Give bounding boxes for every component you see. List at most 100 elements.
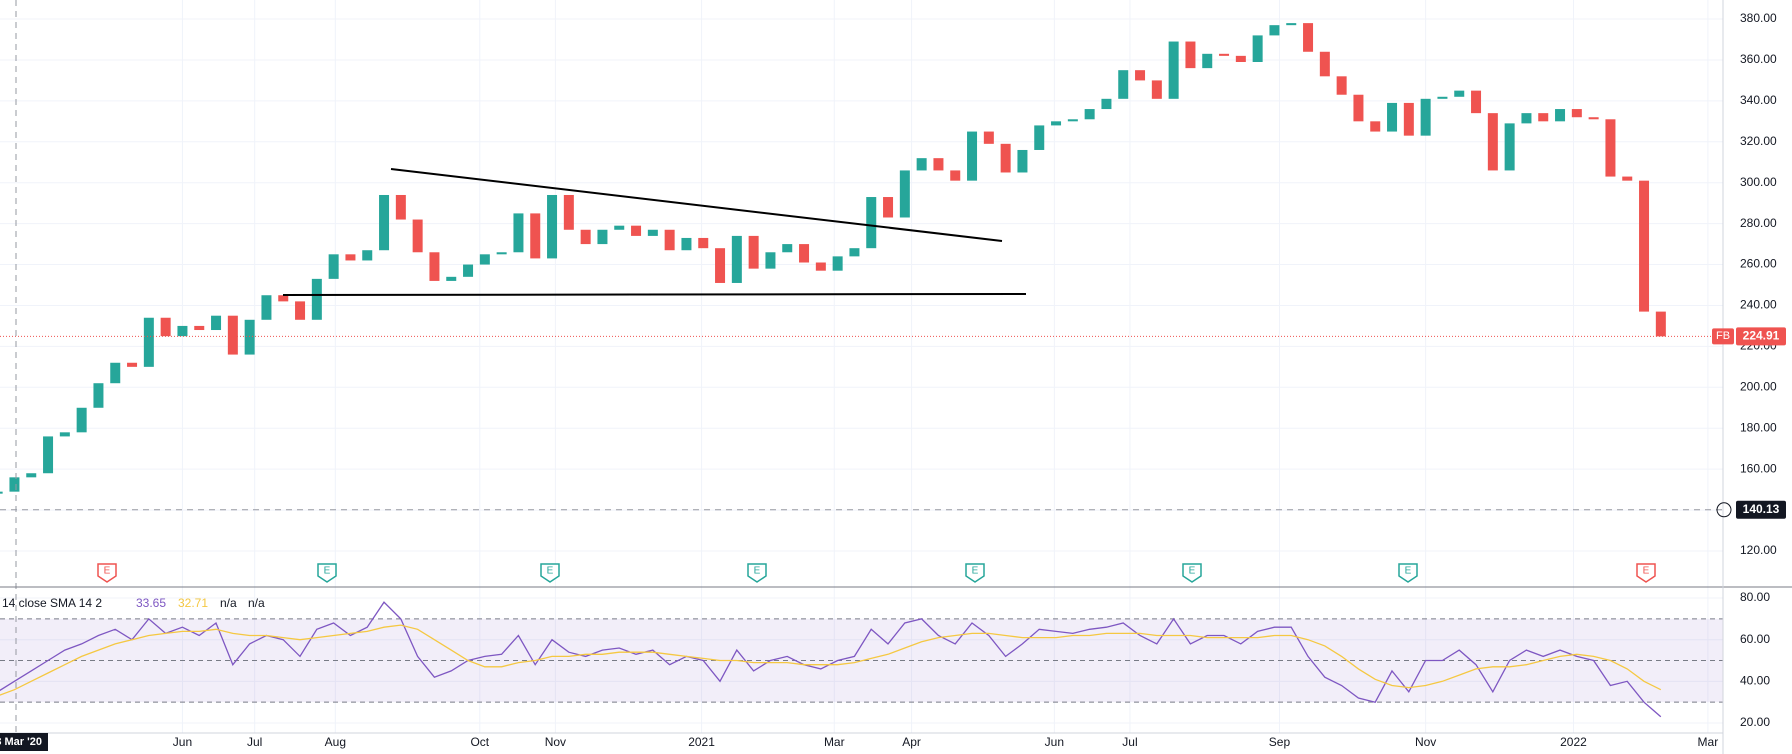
candle	[127, 362, 138, 367]
candle	[328, 254, 339, 279]
candle	[1303, 23, 1314, 52]
candle	[748, 235, 759, 269]
candle	[177, 325, 188, 337]
y-tick-label: 200.00	[1740, 379, 1777, 393]
candle	[1084, 109, 1095, 120]
y-tick-label: 360.00	[1740, 52, 1777, 66]
candle	[631, 225, 642, 236]
y-tick-label: 280.00	[1740, 216, 1777, 230]
candle	[446, 276, 457, 281]
candle	[1555, 109, 1566, 122]
y-tick-label: 180.00	[1740, 420, 1777, 434]
candle	[1487, 113, 1498, 171]
x-tick-label: Sep	[1269, 735, 1291, 749]
trendline	[390, 168, 1003, 242]
candle	[278, 295, 289, 302]
y-tick-label: 260.00	[1740, 257, 1777, 271]
x-tick-label: Nov	[1415, 735, 1436, 749]
candle	[1353, 94, 1364, 122]
earnings-label: E	[1643, 566, 1650, 577]
candle	[1067, 119, 1078, 122]
x-tick-label: 2022	[1560, 735, 1587, 749]
candle	[1269, 25, 1280, 36]
candle	[0, 491, 3, 494]
y-tick-label: 120.00	[1740, 543, 1777, 557]
candle	[311, 278, 322, 320]
x-tick-label: Nov	[545, 735, 566, 749]
y-tick-label: 340.00	[1740, 93, 1777, 107]
earnings-marker	[540, 563, 560, 583]
candle	[580, 229, 591, 245]
candle	[1639, 180, 1650, 312]
candle	[866, 197, 877, 249]
earnings-label: E	[547, 566, 554, 577]
candle	[664, 229, 675, 251]
candle	[1101, 98, 1112, 110]
candle	[1219, 53, 1230, 56]
candle	[395, 194, 406, 220]
candle	[832, 256, 843, 271]
candle	[59, 432, 70, 437]
candle	[1538, 113, 1549, 122]
legend-value: 32.71	[178, 596, 208, 610]
indicator-title: 14 close SMA 14 2	[2, 596, 102, 610]
candle	[1252, 35, 1263, 62]
candle	[244, 319, 255, 355]
y-tick-label: 300.00	[1740, 175, 1777, 189]
candle	[143, 317, 154, 367]
candle	[227, 315, 238, 355]
candle	[479, 254, 490, 265]
legend-value: n/a	[220, 596, 237, 610]
x-tick-label: Apr	[902, 735, 921, 749]
candle	[1454, 90, 1465, 97]
candle	[681, 237, 692, 251]
legend-value: n/a	[248, 596, 265, 610]
candle	[1000, 143, 1011, 173]
earnings-marker	[1636, 563, 1656, 583]
candle	[1336, 76, 1347, 95]
candle	[883, 197, 894, 218]
x-tick-label: Jun	[173, 735, 192, 749]
candle	[496, 252, 507, 255]
candle	[160, 317, 171, 337]
earnings-label: E	[1405, 566, 1412, 577]
y-tick-label: 320.00	[1740, 134, 1777, 148]
candle	[1118, 70, 1129, 99]
x-tick-label: Aug	[325, 735, 346, 749]
candle	[194, 325, 205, 331]
crosshair-date: 3 Mar '20	[0, 736, 42, 748]
candle	[530, 213, 541, 259]
x-tick-label: 2021	[688, 735, 715, 749]
candle	[1655, 311, 1666, 337]
add-button	[1716, 502, 1732, 518]
candle	[849, 248, 860, 257]
candle	[1185, 41, 1196, 69]
candle	[43, 436, 54, 474]
x-tick-label: Jul	[247, 735, 262, 749]
candle	[379, 194, 390, 251]
candle	[731, 235, 742, 283]
candle	[1571, 109, 1582, 118]
earnings-label: E	[754, 566, 761, 577]
candle	[765, 252, 776, 269]
candle	[950, 170, 961, 181]
candle	[110, 362, 121, 384]
candle	[1235, 55, 1246, 62]
candle	[1622, 176, 1633, 181]
candle	[782, 244, 793, 253]
earnings-marker	[1182, 563, 1202, 583]
candle	[647, 229, 658, 236]
crosshair-badge	[1736, 500, 1786, 519]
x-tick-label: Mar	[1698, 735, 1719, 749]
candle	[1370, 121, 1381, 132]
y-tick-label: 40.00	[1740, 674, 1770, 688]
candle	[1286, 23, 1297, 26]
y-tick-label: 60.00	[1740, 632, 1770, 646]
candle	[614, 225, 625, 230]
symbol-label: FB	[1716, 330, 1730, 342]
candle	[463, 264, 474, 277]
candle	[1588, 117, 1599, 120]
candle	[513, 213, 524, 253]
y-tick-label: 80.00	[1740, 590, 1770, 604]
candle	[26, 473, 37, 478]
